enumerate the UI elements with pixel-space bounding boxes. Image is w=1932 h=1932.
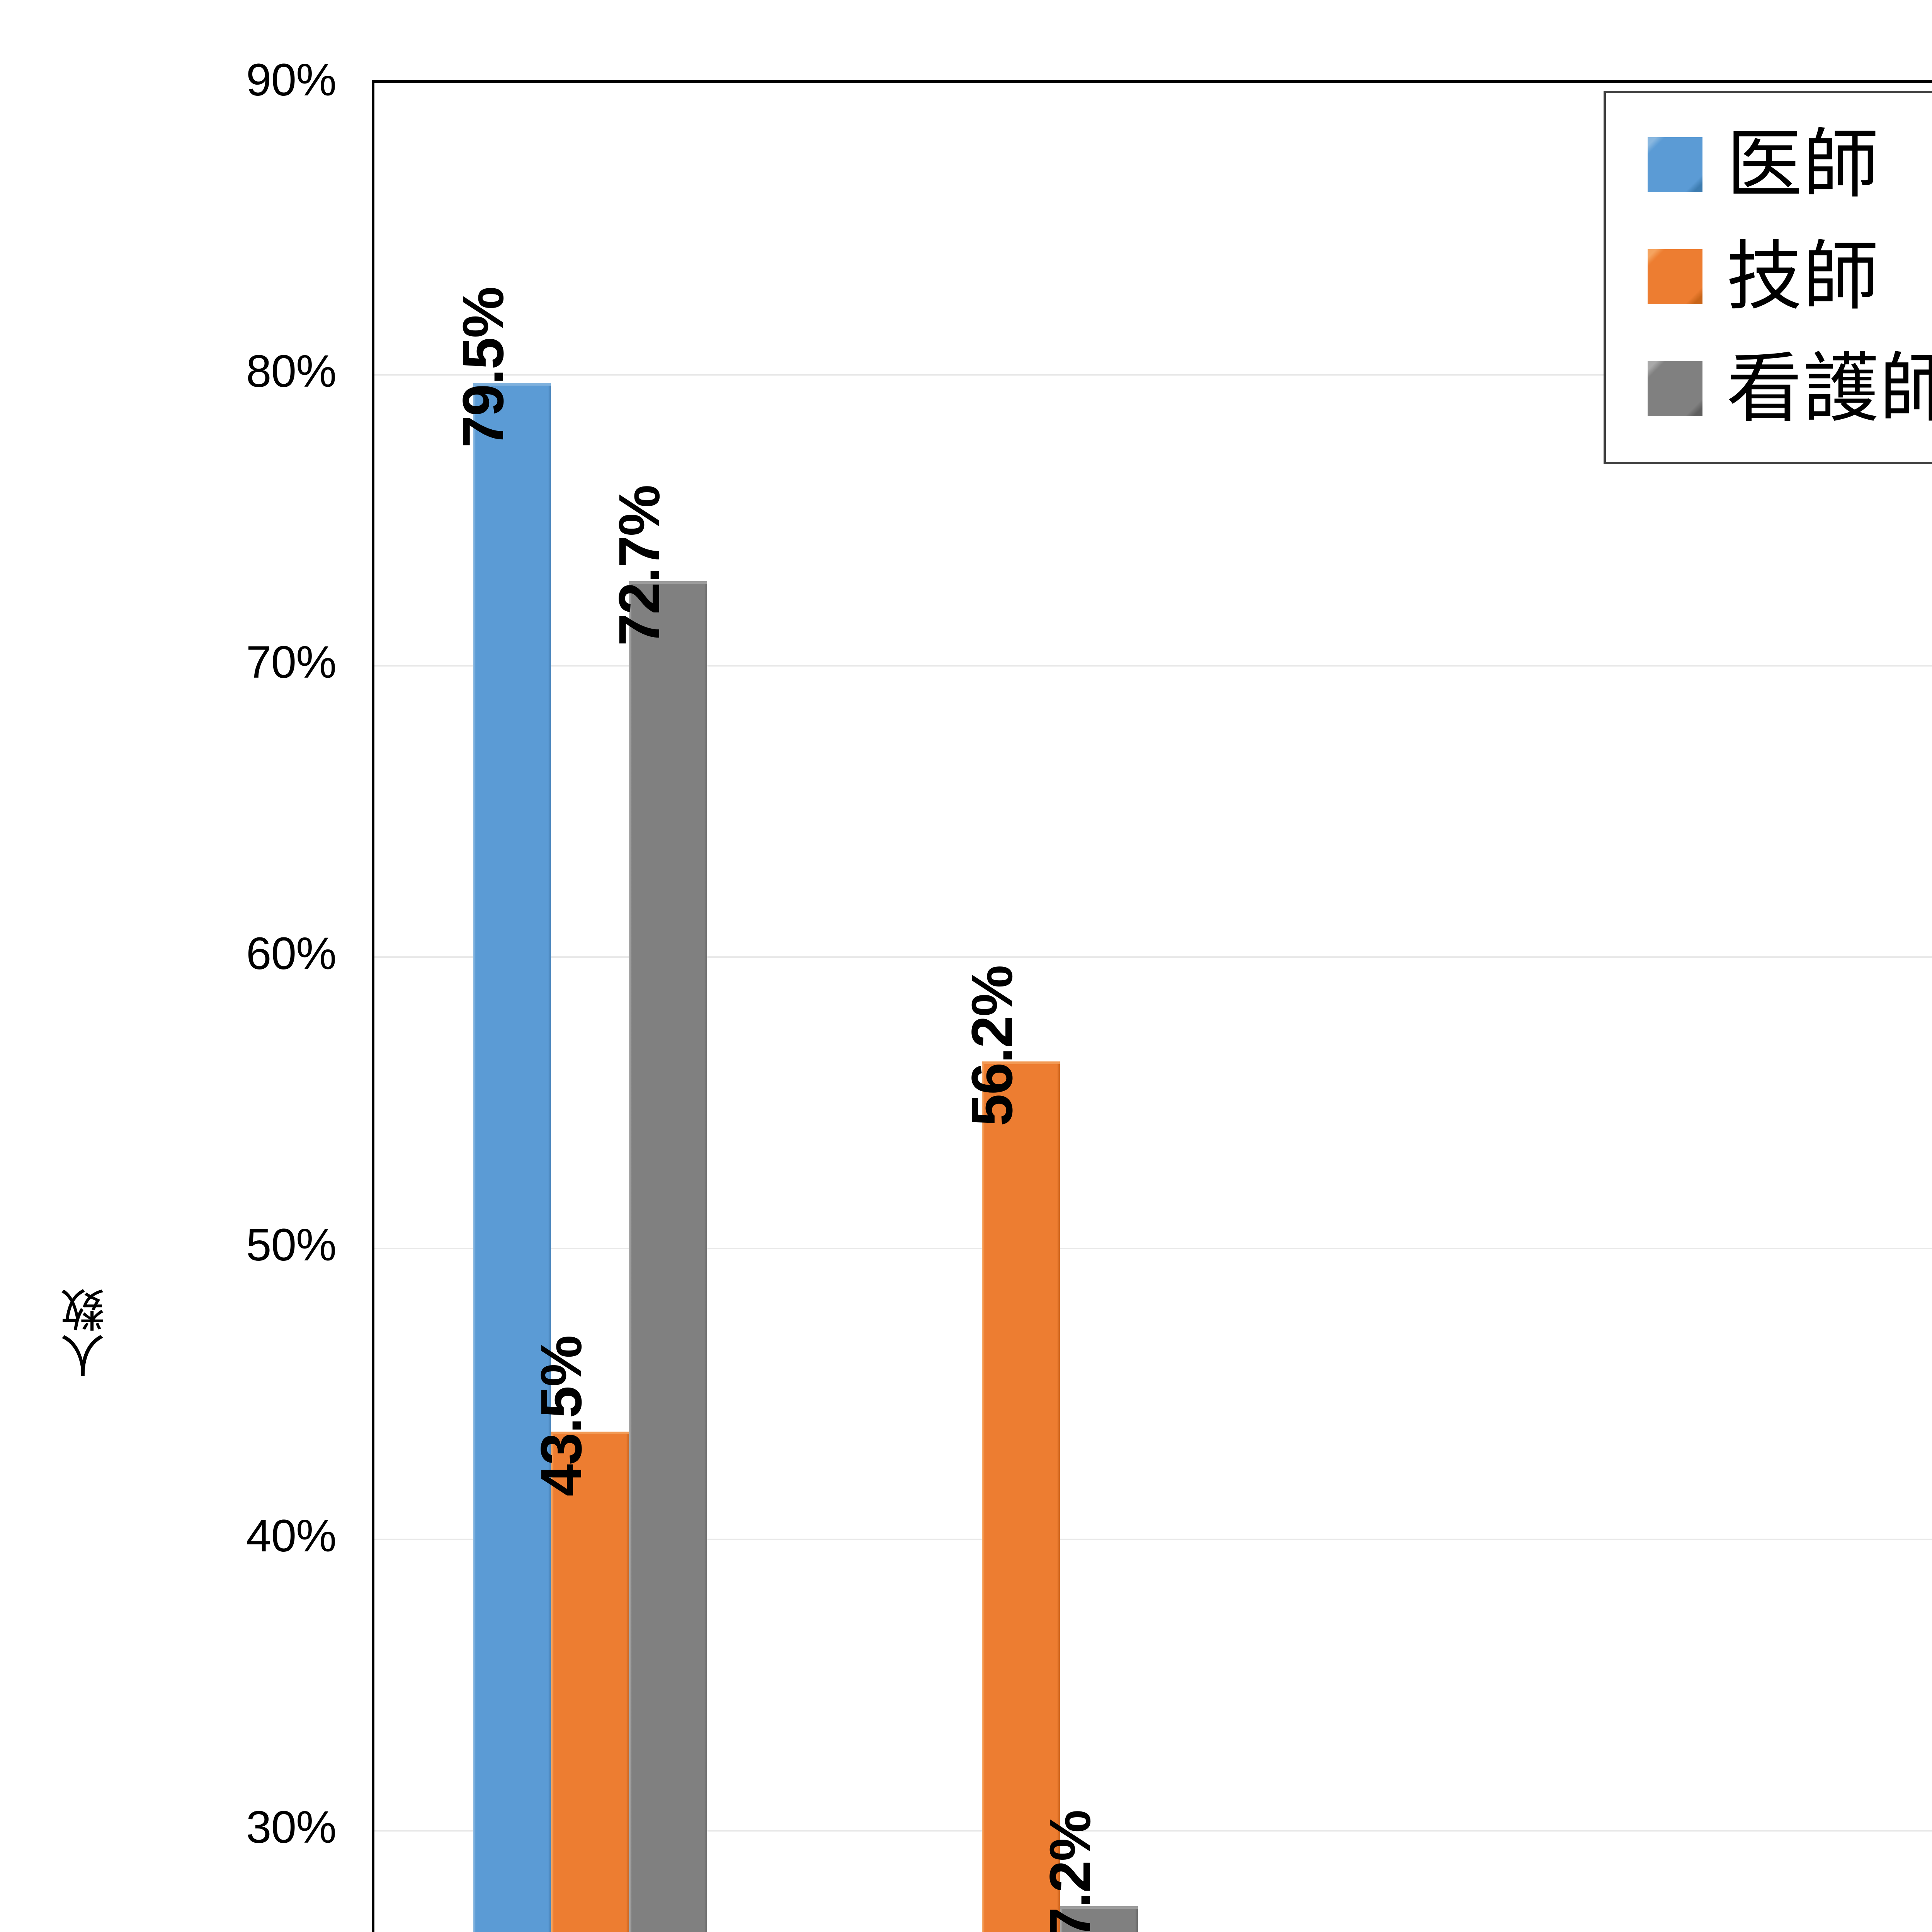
legend-item-label: 医師 xyxy=(1726,122,1880,207)
bar-slot: 0.1% xyxy=(1491,83,1569,1932)
bar-group: 79.5% 43.5% 72.7% xyxy=(451,83,707,1932)
gridline xyxy=(374,1539,1932,1541)
legend-item-label: 技師 xyxy=(1726,234,1880,319)
bar-slot: 43.5% xyxy=(529,83,629,1932)
legend: 医師 技師 看護師 xyxy=(1604,91,1932,464)
y-axis-tick-label: 70% xyxy=(246,637,337,688)
bar-group: 0.6%0.3%0.1% xyxy=(1335,83,1569,1932)
legend-item[interactable]: 医師 xyxy=(1606,109,1932,221)
bar[interactable] xyxy=(1060,1906,1138,1932)
bar-slot: 79.5% xyxy=(451,83,551,1932)
gridlines xyxy=(374,83,1932,1932)
gray-swatch-icon xyxy=(1648,361,1702,416)
bar-value-label: 79.5% xyxy=(450,287,515,448)
bar[interactable] xyxy=(551,1431,629,1932)
y-axis-tick-label: 50% xyxy=(246,1219,337,1270)
y-axis-tick-label: 80% xyxy=(246,345,337,397)
bar-slot: 27.2% xyxy=(1037,83,1138,1932)
bar-value-label: 56.2% xyxy=(959,966,1024,1127)
bar-value-label: 43.5% xyxy=(528,1335,594,1497)
gridline xyxy=(374,374,1932,376)
legend-item[interactable]: 技師 xyxy=(1606,221,1932,333)
bar-group: 19.9%56.2%27.2% xyxy=(904,83,1138,1932)
bar-slot: 0.6% xyxy=(1335,83,1413,1932)
bar-slot: 72.7% xyxy=(607,83,707,1932)
gridline xyxy=(374,1247,1932,1249)
gridline xyxy=(374,665,1932,667)
blue-swatch-icon xyxy=(1648,137,1702,192)
legend-item-label: 看護師 xyxy=(1726,346,1932,431)
bar-slot: 56.2% xyxy=(959,83,1060,1932)
bar[interactable] xyxy=(981,1061,1060,1932)
bar-value-label: 27.2% xyxy=(1037,1810,1102,1932)
y-axis-title: 人数 xyxy=(61,1287,112,1378)
bars-layer: 79.5%43.5%72.7%19.9%56.2%27.2%0.6%0.3%0.… xyxy=(374,83,1932,1932)
orange-swatch-icon xyxy=(1648,249,1702,304)
y-axis-tick-labels: 0%10%20%30%40%50%60%70%80%90% xyxy=(0,57,367,1932)
legend-item[interactable]: 看護師 xyxy=(1606,333,1932,445)
bar[interactable] xyxy=(629,581,707,1932)
gridline xyxy=(374,1830,1932,1832)
bar-slot: 0.3% xyxy=(1413,83,1491,1932)
y-axis-tick-label: 40% xyxy=(246,1510,337,1562)
y-axis-tick-label: 90% xyxy=(246,54,337,105)
bar[interactable] xyxy=(473,383,551,1932)
gridline xyxy=(374,956,1932,958)
y-axis-tick-label: 30% xyxy=(246,1802,337,1853)
y-axis-tick-label: 60% xyxy=(246,928,337,979)
bar-value-label: 72.7% xyxy=(606,485,672,646)
